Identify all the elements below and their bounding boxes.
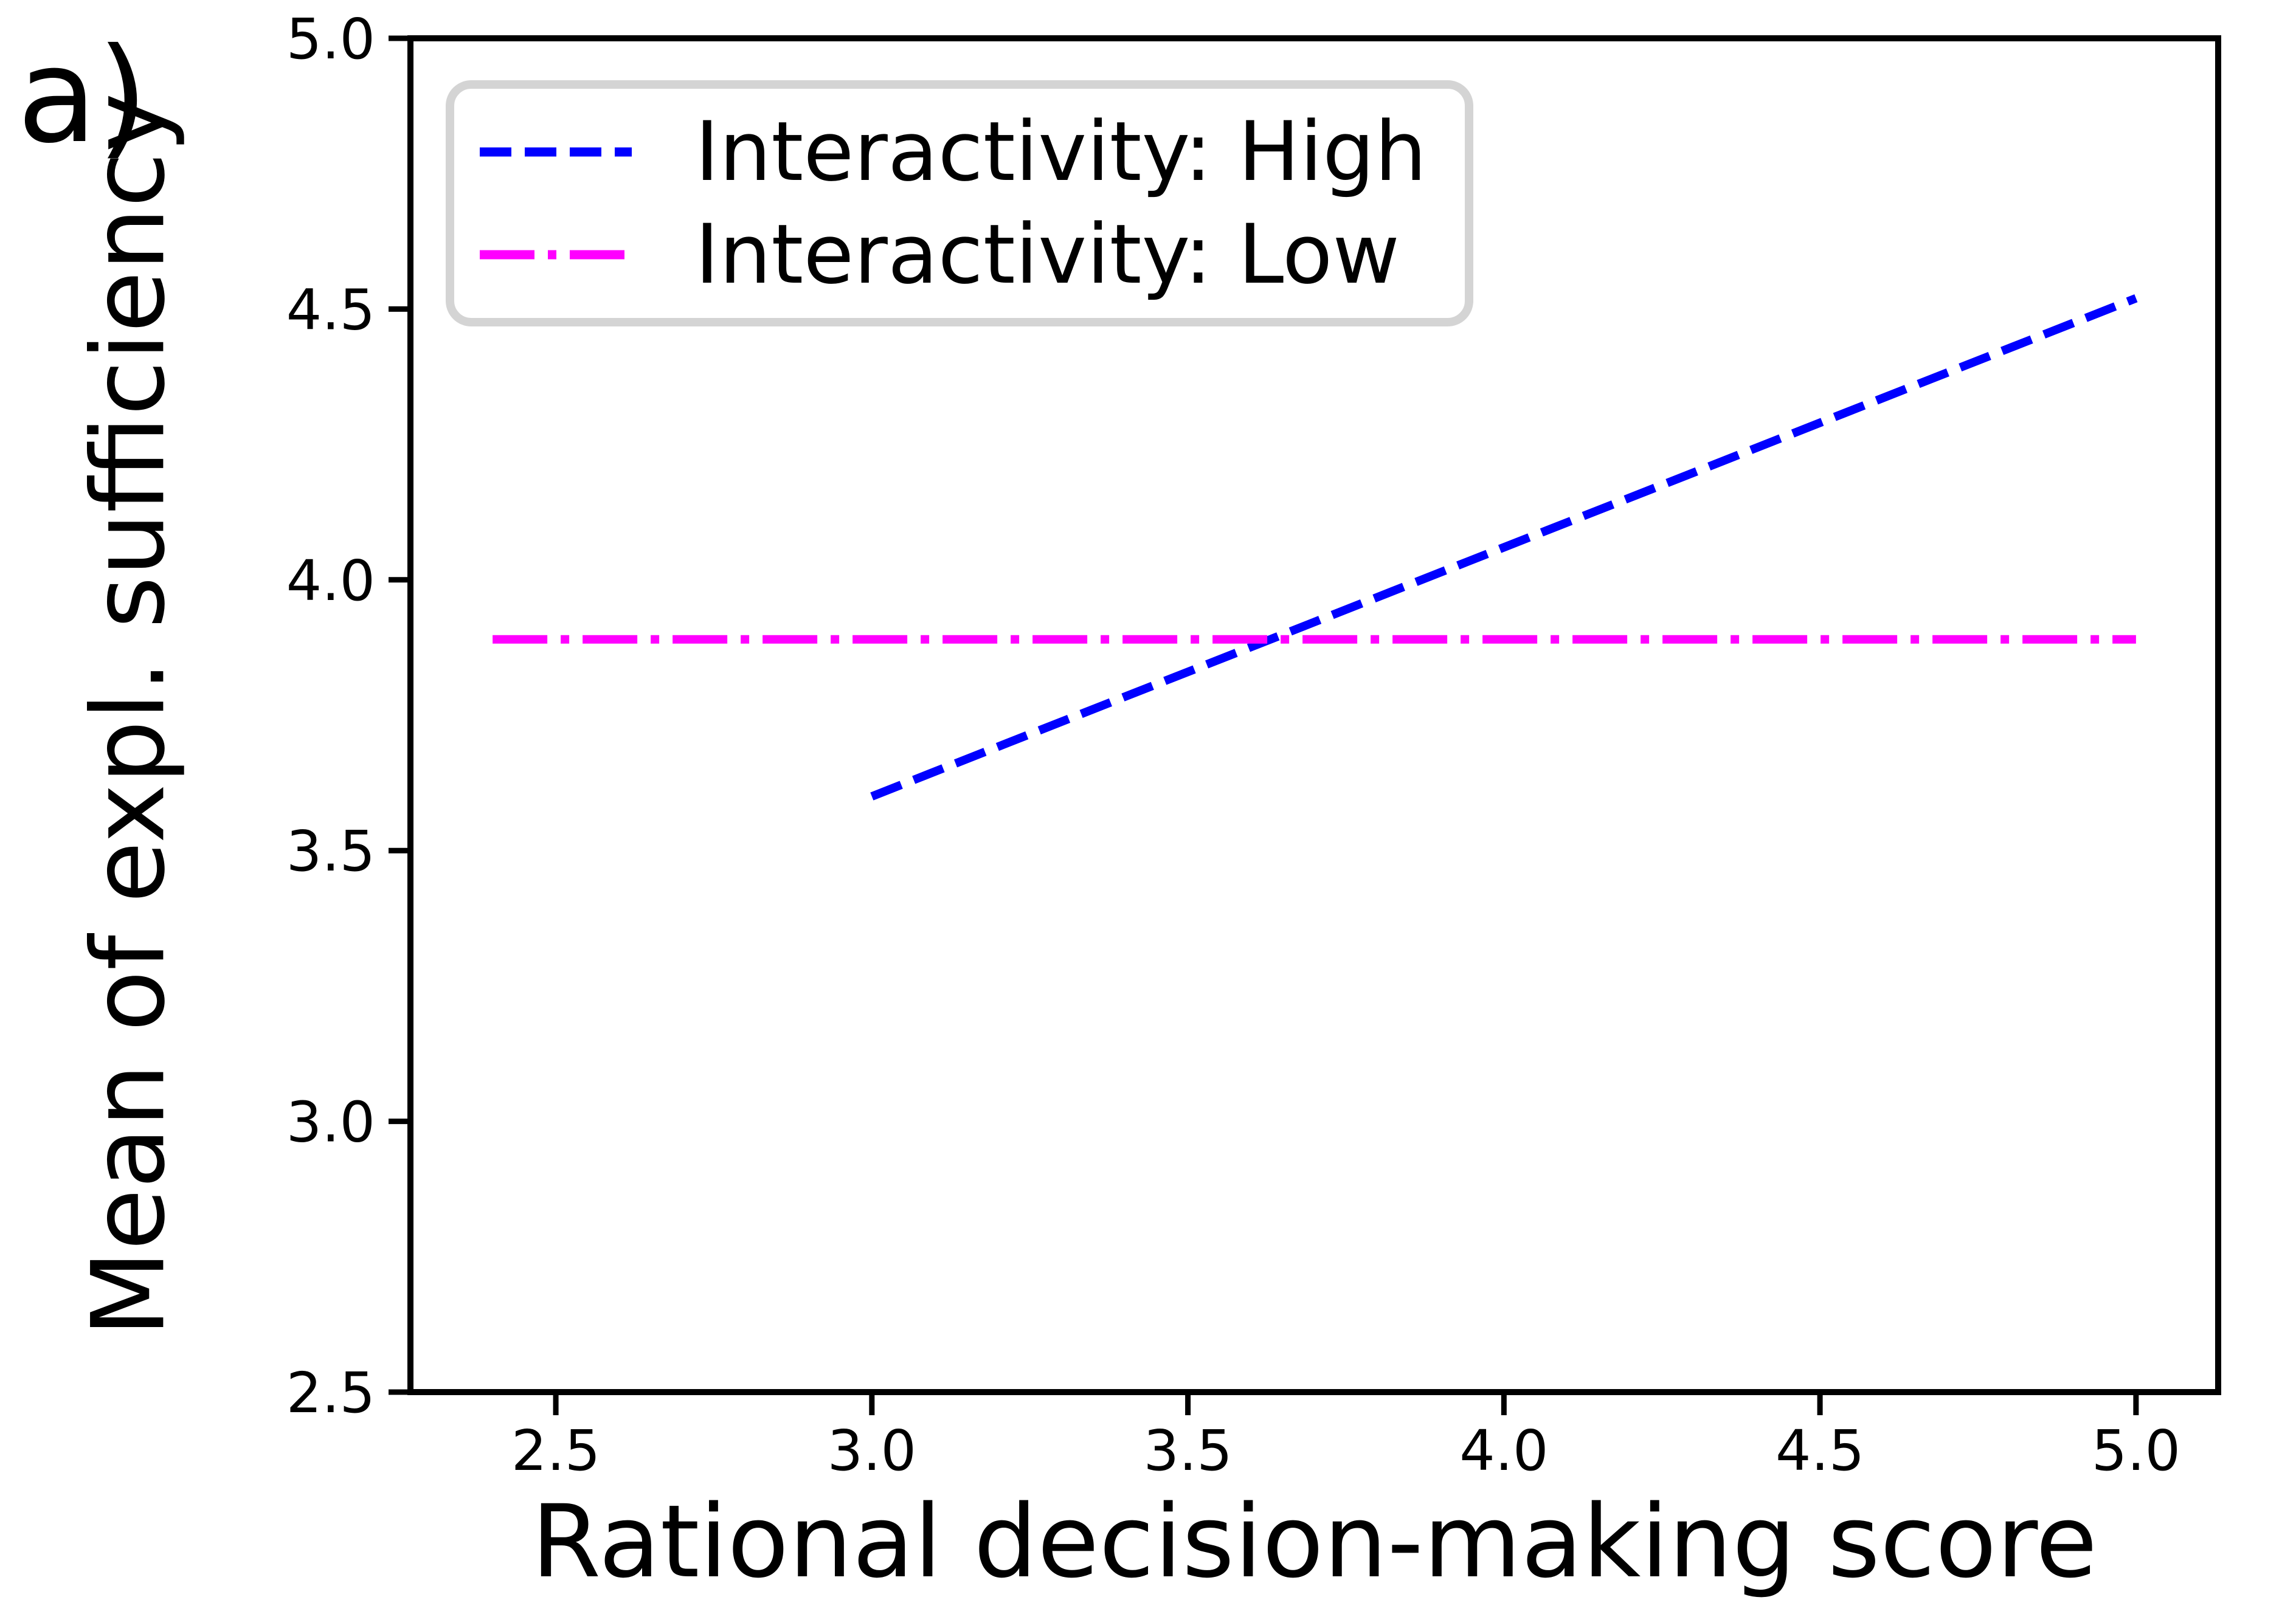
y-tick-label: 4.5 [286,277,375,342]
y-tick-label: 3.0 [286,1090,375,1155]
legend: Interactivity: High Interactivity: Low [446,80,1473,326]
x-tick-label: 4.0 [1459,1418,1548,1483]
legend-sample-low-line [480,250,632,260]
legend-item-low: Interactivity: Low [480,206,1439,302]
series-line-high [870,294,2138,801]
legend-label-low: Interactivity: Low [695,206,1400,302]
axes-frame [407,35,2221,1395]
y-tick-label: 5.0 [286,7,375,72]
y-tick-label: 4.0 [286,548,375,613]
x-tick-label: 2.5 [511,1418,600,1483]
y-tick-label: 3.5 [286,819,375,884]
legend-item-high: Interactivity: High [480,104,1439,199]
y-axis-label: Mean of expl. sufficiency [70,92,187,1337]
x-tick-label: 3.5 [1143,1418,1232,1483]
x-tick-label: 5.0 [2092,1418,2180,1483]
legend-sample-high-line [480,147,632,157]
y-tick-label: 2.5 [286,1360,375,1426]
legend-label-high: Interactivity: High [695,104,1427,199]
x-tick-label: 3.0 [828,1418,916,1483]
panel-label: a) [17,19,148,172]
x-axis-label: Rational decision-making score [531,1483,2098,1600]
x-tick-label: 4.5 [1776,1418,1864,1483]
